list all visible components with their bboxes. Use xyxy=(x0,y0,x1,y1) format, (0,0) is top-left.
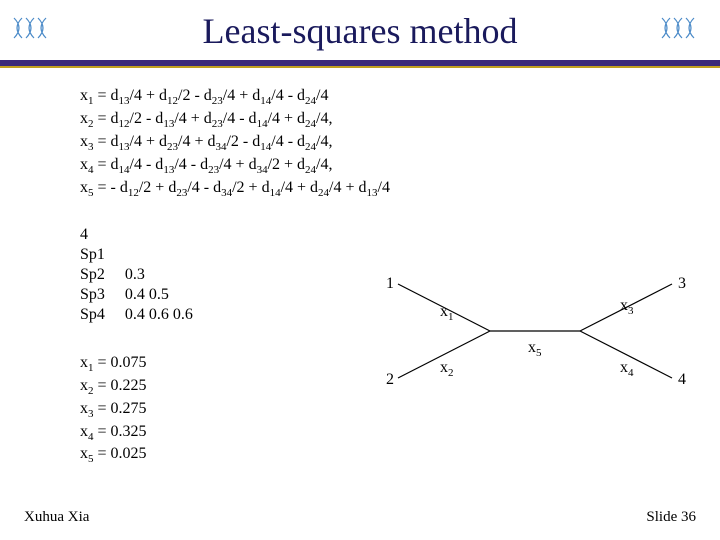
dna-icon-left xyxy=(12,14,60,46)
dna-icon-right xyxy=(660,14,708,46)
matrix-header: 4 xyxy=(80,225,720,245)
tree-leaf-4: 4 xyxy=(678,371,686,388)
footer-slide-number: Slide 36 xyxy=(646,509,696,526)
equation-x5: x5 = - d12/2 + d23/4 - d34/2 + d14/4 + d… xyxy=(80,178,720,201)
tree-leaf-3: 3 xyxy=(678,275,686,292)
phylogenetic-tree: 1 2 3 4 x1 x2 x5 x3 x4 xyxy=(380,256,690,416)
footer-author: Xuhua Xia xyxy=(24,509,89,526)
slide-title: Least-squares method xyxy=(0,0,720,52)
title-divider xyxy=(0,60,720,68)
tree-edge-x1: x1 xyxy=(440,303,454,323)
equation-x2: x2 = d12/2 - d13/4 + d23/4 - d14/4 + d24… xyxy=(80,109,720,132)
tree-edge-x5: x5 xyxy=(528,339,542,359)
equation-x3: x3 = d13/4 + d23/4 + d34/2 - d14/4 - d24… xyxy=(80,132,720,155)
tree-leaf-2: 2 xyxy=(386,371,394,388)
equation-x4: x4 = d14/4 - d13/4 - d23/4 + d34/2 + d24… xyxy=(80,155,720,178)
result-x5: x5 = 0.025 xyxy=(80,444,720,467)
tree-edge-x3: x3 xyxy=(620,297,634,317)
tree-leaf-1: 1 xyxy=(386,275,394,292)
result-x4: x4 = 0.325 xyxy=(80,422,720,445)
tree-edge-x4: x4 xyxy=(620,359,634,379)
tree-edge-x2: x2 xyxy=(440,359,454,379)
equation-x1: x1 = d13/4 + d12/2 - d23/4 + d14/4 - d24… xyxy=(80,86,720,109)
